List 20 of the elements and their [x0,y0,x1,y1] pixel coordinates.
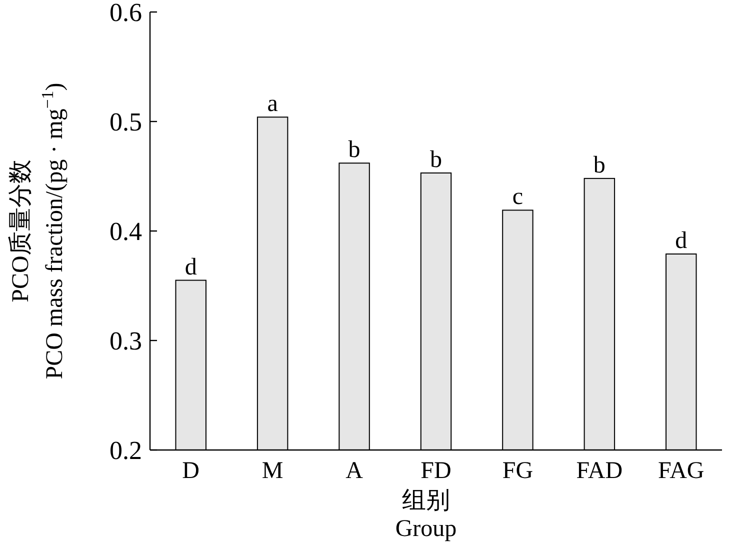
annotation: b [348,137,360,164]
x-tick-label: FD [420,458,452,484]
annotation: b [593,152,606,178]
y-tick-label: 0.5 [110,108,142,136]
x-tick-label: FAG [658,458,704,484]
annotation: d [184,254,197,280]
x-axis-title: 组别 Group [395,488,457,542]
annotation: d [675,228,688,254]
y-tick-label: 0.2 [110,436,142,465]
annotation: a [267,91,278,118]
x-tick-label: A [346,458,364,484]
x-tick-label: FG [502,458,534,484]
x-tick-label: FAD [576,458,623,484]
annotation: c [512,184,524,210]
y-tick-label: 0.6 [110,0,142,27]
annotation: b [430,146,442,173]
x-tick-label: D [182,458,200,484]
y-tick-label: 0.3 [110,326,142,356]
y-tick-label: 0.4 [110,217,142,246]
x-tick-label: M [262,458,284,484]
